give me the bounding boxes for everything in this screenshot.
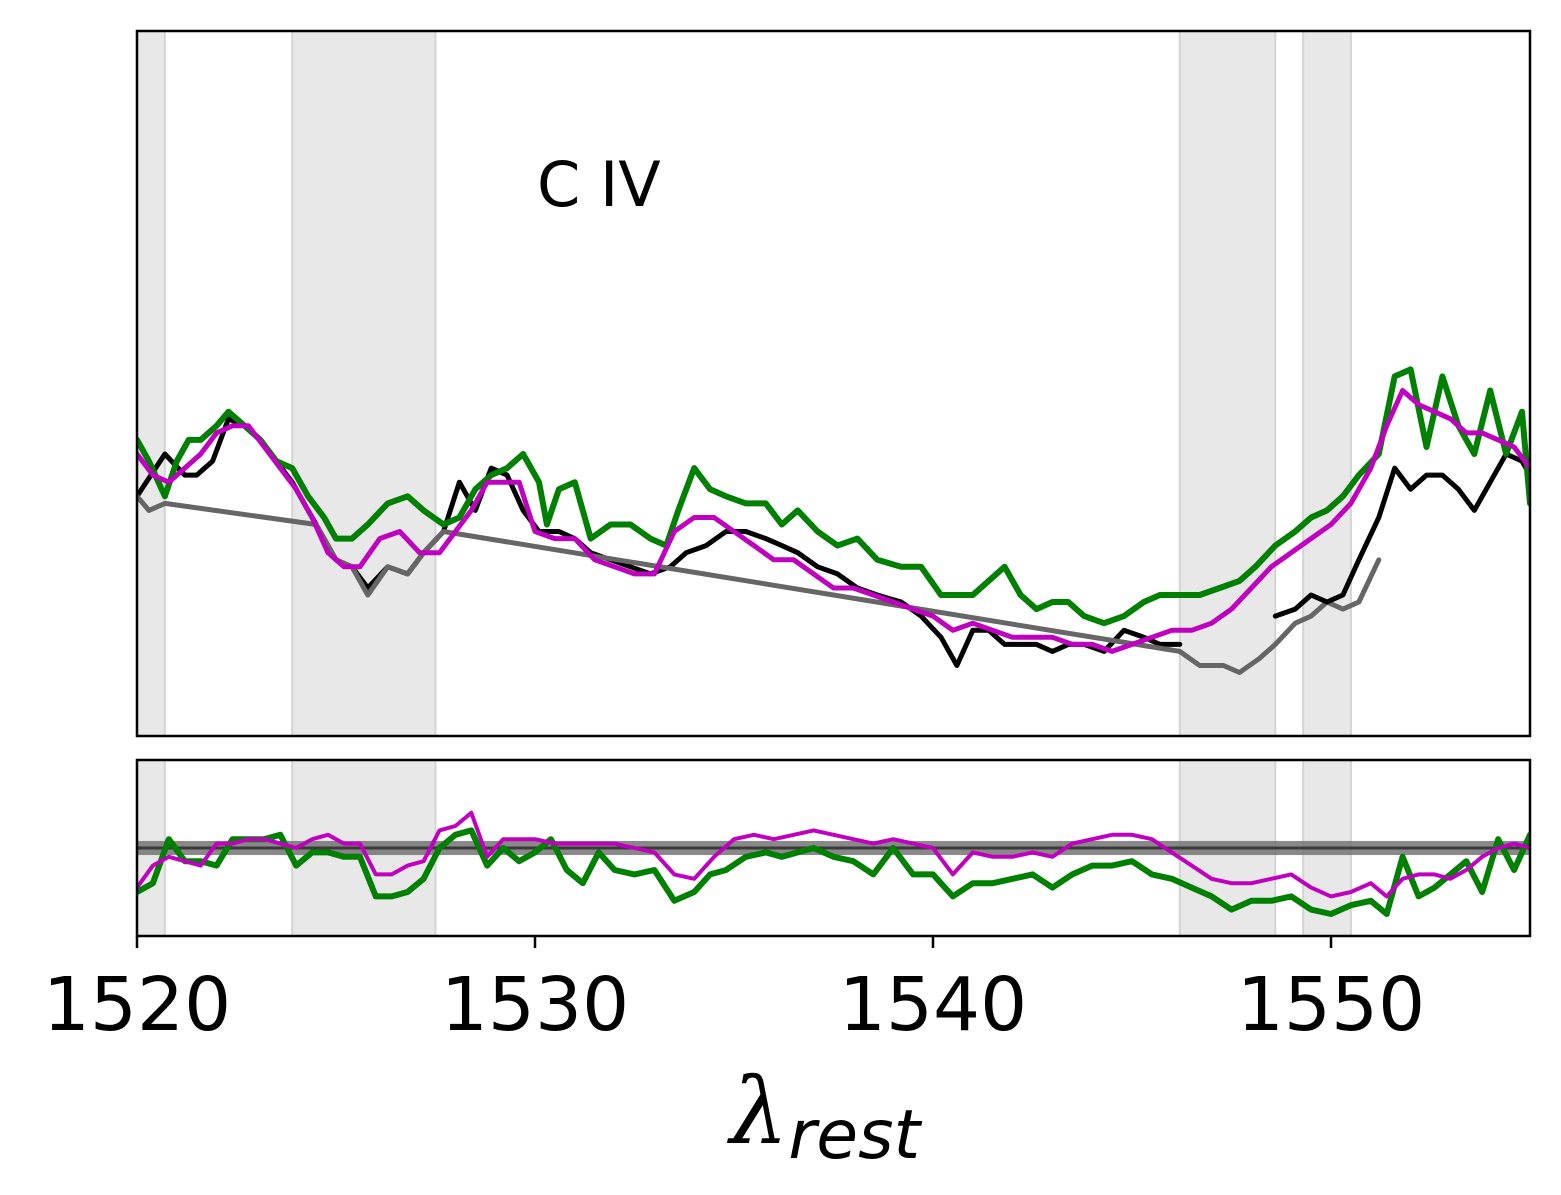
- bottom-panel-frame: [135, 758, 1532, 938]
- top-panel-frame: [135, 29, 1532, 738]
- masked-region: [291, 30, 437, 737]
- bottom-series-1: [137, 810, 1530, 899]
- masked-region: [136, 30, 166, 737]
- x-tick-label: 1530: [441, 962, 629, 1048]
- top-series-4: [137, 388, 1530, 654]
- x-tick-label: 1520: [43, 962, 231, 1048]
- top-series-2: [1272, 451, 1530, 619]
- x-tick-label: 1550: [1237, 962, 1425, 1048]
- masked-region: [1302, 30, 1352, 737]
- line-annotation: C IV: [537, 148, 661, 221]
- x-tick-label: 1540: [839, 962, 1027, 1048]
- top-series-3: [137, 366, 1530, 627]
- x-axis-label: λrest: [726, 1058, 923, 1175]
- bottom-panel-series: [137, 810, 1530, 917]
- top-panel-series: [137, 366, 1530, 675]
- x-axis-label-subscript: rest: [788, 1096, 922, 1175]
- x-axis-ticks: 1520 1530 1540 1550: [43, 936, 1425, 1048]
- bottom-series-0: [137, 827, 1530, 917]
- x-axis-label-main: λ: [726, 1058, 788, 1165]
- top-series-1: [137, 493, 1382, 675]
